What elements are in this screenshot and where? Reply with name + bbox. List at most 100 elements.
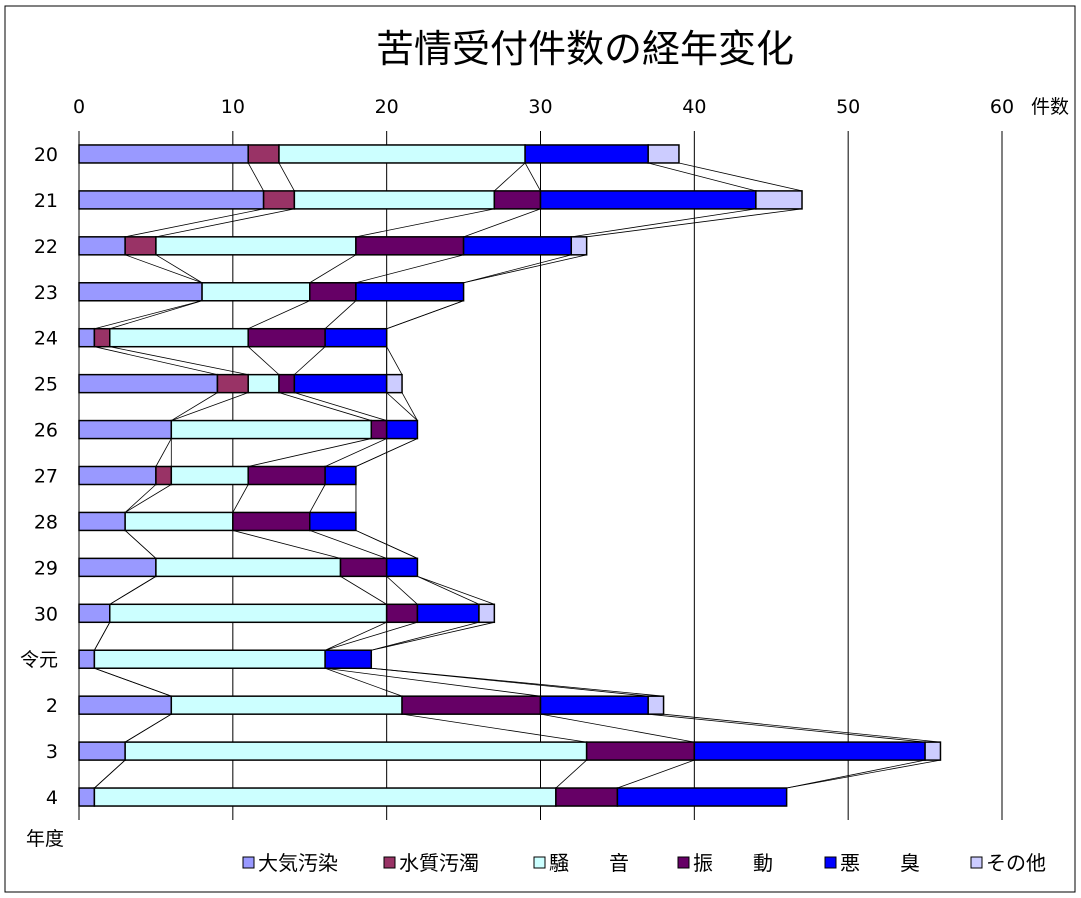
bar-row	[78, 419, 419, 440]
legend-swatch	[824, 856, 837, 869]
bar-segment	[616, 787, 788, 807]
bar-row	[78, 741, 942, 761]
bar-segment	[78, 419, 173, 440]
bar-segment	[309, 282, 357, 302]
series-connector	[463, 254, 587, 284]
bar-segment	[355, 282, 465, 302]
series-connector	[524, 162, 541, 192]
legend-label: その他	[986, 851, 1046, 875]
series-connector	[325, 667, 541, 697]
series-connector	[371, 621, 480, 651]
bar-row	[78, 465, 357, 486]
bar-segment	[539, 190, 757, 210]
bar-segment	[78, 695, 173, 715]
bar-segment	[78, 190, 265, 210]
series-connector	[355, 208, 495, 238]
bar-segment	[293, 373, 388, 394]
series-connector	[125, 254, 203, 284]
series-connector	[278, 162, 295, 192]
bar-segment	[170, 695, 403, 715]
bar-segment	[355, 236, 465, 256]
series-connector	[232, 484, 249, 513]
series-connector	[155, 254, 203, 284]
x-tick-label: 60	[990, 96, 1014, 118]
series-connector	[324, 300, 357, 329]
x-unit-label: 件数	[1031, 96, 1069, 118]
y-category-label: 28	[34, 511, 58, 533]
bar-segment	[78, 649, 96, 669]
bar-segment	[570, 236, 588, 256]
y-category-label: 27	[34, 466, 58, 488]
legend-label: 振 動	[693, 851, 773, 875]
bar-segment	[293, 190, 496, 210]
y-category-label: 29	[34, 557, 58, 579]
y-category-label: 4	[46, 787, 58, 809]
legend-swatch	[970, 856, 983, 869]
series-connector	[109, 300, 203, 330]
series-connector	[540, 713, 695, 743]
series-connector	[248, 438, 372, 467]
bar-segment	[478, 603, 496, 624]
series-connector	[355, 438, 418, 467]
bar-segment	[385, 557, 419, 578]
bar-segment	[155, 236, 357, 256]
bars	[78, 144, 942, 807]
bar-row	[78, 695, 665, 715]
series-connector	[171, 392, 249, 421]
x-axis-ticks: 0 10 20 30 40 50 60	[73, 96, 1014, 118]
y-category-label: 26	[34, 420, 58, 442]
bar-segment	[155, 465, 173, 486]
y-category-label: 30	[34, 603, 58, 625]
series-connector	[678, 162, 803, 192]
series-connector	[248, 300, 310, 330]
legend-swatch	[242, 856, 255, 869]
series-connector	[417, 576, 480, 605]
series-connector	[386, 300, 464, 330]
bar-row	[78, 144, 680, 164]
bar-segment	[309, 511, 357, 532]
x-tick-label: 10	[221, 96, 245, 118]
bar-segment	[93, 649, 326, 669]
series-connector	[324, 438, 387, 467]
bar-segment	[170, 419, 373, 440]
legend-label: 騒 音	[549, 851, 629, 875]
bar-segment	[370, 419, 388, 440]
series-connector	[648, 713, 926, 743]
series-connector	[786, 759, 941, 789]
series-connector	[171, 392, 218, 421]
bar-row	[78, 603, 496, 624]
bar-segment	[93, 327, 111, 348]
bar-segment	[109, 603, 388, 624]
series-connector	[340, 576, 387, 605]
series-connector	[648, 162, 756, 192]
y-category-label: 21	[34, 190, 58, 212]
series-connector	[155, 438, 172, 467]
series-connector	[109, 346, 249, 376]
series-connector	[124, 484, 157, 513]
bar-segment	[247, 327, 326, 348]
bar-segment	[124, 236, 157, 256]
series-connector	[786, 759, 926, 789]
chart-title: 苦情受付件数の経年変化	[376, 27, 794, 71]
bar-segment	[755, 190, 803, 210]
bar-segment	[647, 695, 665, 715]
bar-row	[78, 327, 388, 348]
bar-segment	[124, 741, 588, 761]
bar-segment	[493, 190, 542, 210]
series-connector	[125, 208, 264, 238]
series-connector	[555, 759, 587, 789]
series-connector	[617, 759, 695, 789]
bar-segment	[539, 695, 649, 715]
x-tick-label: 50	[836, 96, 860, 118]
x-tick-label: 30	[528, 96, 552, 118]
bar-segment	[78, 465, 157, 486]
bar-segment	[232, 511, 311, 532]
series-connector	[247, 346, 280, 375]
bar-row	[78, 373, 403, 394]
series-connector	[309, 254, 357, 284]
bar-segment	[201, 282, 311, 302]
series-connector	[325, 621, 418, 651]
bar-row	[78, 557, 419, 578]
bar-segment	[416, 603, 480, 624]
